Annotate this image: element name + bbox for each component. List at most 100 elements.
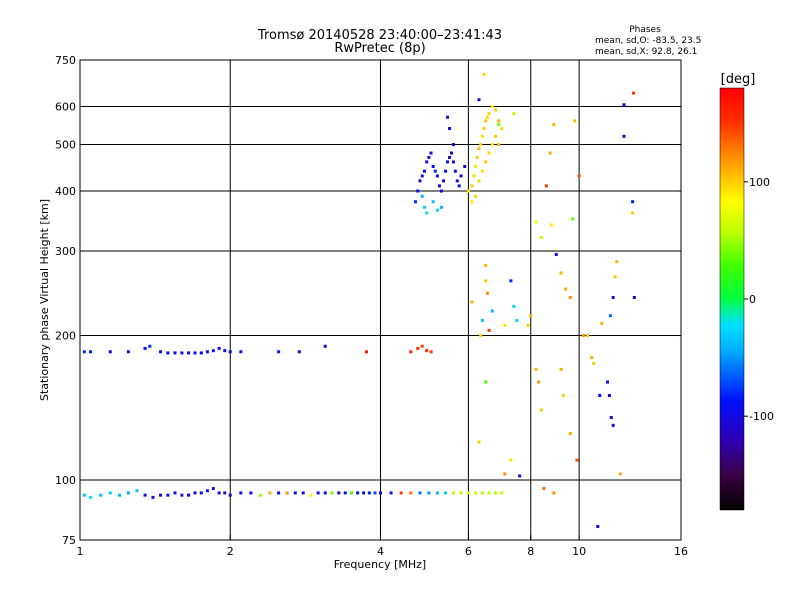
data-point xyxy=(487,328,491,332)
data-point xyxy=(442,179,446,183)
data-point xyxy=(480,491,484,495)
data-point xyxy=(166,493,170,497)
data-point xyxy=(297,350,301,354)
data-point xyxy=(494,108,498,112)
colorbar-ticks: 100 0 -100 xyxy=(744,176,774,423)
data-point xyxy=(277,350,281,354)
data-point xyxy=(143,346,147,350)
data-point xyxy=(490,309,494,313)
data-point xyxy=(581,334,585,338)
grid-lines xyxy=(80,60,681,540)
data-point xyxy=(526,323,530,327)
data-point xyxy=(537,380,541,384)
data-point xyxy=(239,491,243,495)
data-point xyxy=(451,491,455,495)
x-tick-label: 6 xyxy=(465,545,472,558)
data-point xyxy=(609,415,613,419)
data-point xyxy=(544,184,548,188)
data-point xyxy=(577,174,581,178)
data-point xyxy=(509,279,513,283)
data-point xyxy=(444,491,448,495)
data-point xyxy=(126,350,130,354)
x-axis-label: Frequency [MHz] xyxy=(334,558,426,571)
data-point xyxy=(552,491,556,495)
data-point xyxy=(564,287,568,291)
data-point xyxy=(509,458,513,462)
data-point xyxy=(475,155,479,159)
data-point xyxy=(608,314,612,318)
data-point xyxy=(180,493,184,497)
data-point xyxy=(399,491,403,495)
data-point xyxy=(166,351,170,355)
chart-title: Tromsø 20140528 23:40:00–23:41:43 xyxy=(257,28,502,43)
x-tick-label: 1 xyxy=(77,545,84,558)
data-point xyxy=(484,279,488,283)
data-point xyxy=(422,169,426,173)
data-point xyxy=(518,474,522,478)
data-point xyxy=(451,160,455,164)
x-tick-label: 4 xyxy=(377,545,384,558)
data-point xyxy=(480,318,484,322)
data-point xyxy=(473,164,477,168)
data-point xyxy=(427,155,431,159)
x-tick-label: 10 xyxy=(572,545,586,558)
data-point xyxy=(573,119,577,123)
data-point xyxy=(503,472,507,476)
data-point xyxy=(217,346,221,350)
data-point xyxy=(159,350,163,354)
data-point xyxy=(549,223,553,227)
data-point xyxy=(613,275,617,279)
data-point xyxy=(151,495,155,499)
data-point xyxy=(99,493,103,497)
data-point xyxy=(199,491,203,495)
data-point xyxy=(373,491,377,495)
data-point xyxy=(223,349,227,353)
y-tick-label: 600 xyxy=(55,101,76,114)
data-point xyxy=(598,394,602,398)
data-point xyxy=(534,220,538,224)
data-point xyxy=(440,205,444,209)
stats-x-line: mean, sd,X: 92.8, 26.1 xyxy=(595,47,697,57)
data-point xyxy=(487,491,491,495)
data-point xyxy=(600,321,604,325)
data-point xyxy=(293,491,297,495)
data-point xyxy=(480,134,484,138)
data-point xyxy=(416,189,420,193)
data-point xyxy=(473,491,477,495)
data-point xyxy=(482,126,486,130)
y-tick-label: 400 xyxy=(55,185,76,198)
data-point xyxy=(433,169,437,173)
data-point xyxy=(217,491,221,495)
data-point xyxy=(470,300,474,304)
data-point xyxy=(259,493,263,497)
data-point xyxy=(446,160,450,164)
data-point xyxy=(89,350,93,354)
data-point xyxy=(159,493,163,497)
data-point xyxy=(484,160,488,164)
data-point xyxy=(497,143,501,147)
data-point xyxy=(554,253,558,257)
data-point xyxy=(425,349,429,353)
data-point xyxy=(561,394,565,398)
data-point xyxy=(448,126,452,130)
data-point xyxy=(497,119,501,123)
data-point xyxy=(108,350,112,354)
data-point xyxy=(268,491,272,495)
data-point xyxy=(211,349,215,353)
data-point xyxy=(285,491,289,495)
y-tick-label: 200 xyxy=(55,330,76,343)
data-point xyxy=(477,440,481,444)
data-point xyxy=(389,491,393,495)
data-point xyxy=(490,143,494,147)
data-point xyxy=(413,200,417,204)
data-point xyxy=(503,323,507,327)
data-point xyxy=(277,491,281,495)
data-point xyxy=(416,346,420,350)
data-point xyxy=(143,493,147,497)
data-point xyxy=(420,344,424,348)
data-point xyxy=(205,489,209,493)
colorbar-tick-label: -100 xyxy=(749,410,774,423)
data-point xyxy=(559,271,563,275)
data-point xyxy=(187,493,191,497)
x-tick-label: 2 xyxy=(227,545,234,558)
